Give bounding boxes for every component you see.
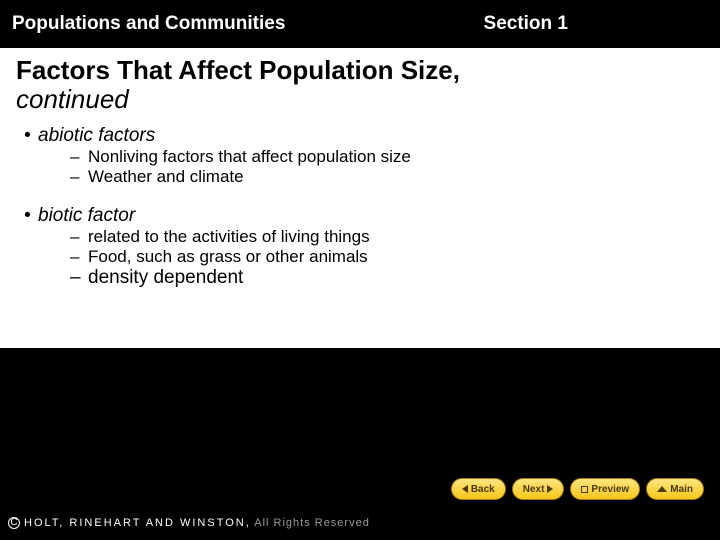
back-button[interactable]: Back bbox=[451, 478, 506, 500]
title-continued: continued bbox=[16, 84, 129, 114]
sub-bullet: –related to the activities of living thi… bbox=[16, 227, 704, 247]
next-button[interactable]: Next bbox=[512, 478, 565, 500]
chapter-title: Populations and Communities bbox=[12, 13, 484, 35]
sub-bullet-text: Nonliving factors that affect population… bbox=[88, 147, 411, 166]
main-button[interactable]: Main bbox=[646, 478, 704, 500]
publisher-name: HOLT, RINEHART AND WINSTON, bbox=[24, 517, 251, 529]
footer-bar: C HOLT, RINEHART AND WINSTON, All Rights… bbox=[0, 506, 720, 540]
home-icon bbox=[657, 486, 667, 492]
copyright-text: HOLT, RINEHART AND WINSTON, All Rights R… bbox=[24, 517, 370, 529]
header-bar: Populations and Communities Section 1 bbox=[0, 0, 720, 48]
bullet-abiotic: •abiotic factors bbox=[16, 125, 704, 147]
preview-button[interactable]: Preview bbox=[570, 478, 640, 500]
main-label: Main bbox=[670, 484, 693, 495]
title-main: Factors That Affect Population Size, bbox=[16, 55, 460, 85]
sub-bullet: –Food, such as grass or other animals bbox=[16, 247, 704, 267]
sub-bullet-text: density dependent bbox=[88, 267, 243, 288]
section-title: Section 1 bbox=[484, 13, 708, 35]
bullet-text: biotic factor bbox=[38, 205, 135, 226]
content-panel: Factors That Affect Population Size, con… bbox=[0, 48, 720, 348]
slide: Populations and Communities Section 1 Fa… bbox=[0, 0, 720, 540]
back-label: Back bbox=[471, 484, 495, 495]
bullet-list: •abiotic factors –Nonliving factors that… bbox=[16, 125, 704, 289]
preview-icon bbox=[581, 486, 588, 493]
bullet-text: abiotic factors bbox=[38, 125, 155, 146]
nav-button-row: Back Next Preview Main bbox=[451, 478, 704, 500]
back-arrow-icon bbox=[462, 485, 468, 493]
sub-bullet-text: Food, such as grass or other animals bbox=[88, 247, 368, 266]
slide-title: Factors That Affect Population Size, con… bbox=[16, 56, 704, 113]
copyright-icon: C bbox=[8, 517, 20, 529]
rights-text: All Rights Reserved bbox=[251, 517, 370, 529]
bullet-biotic: •biotic factor bbox=[16, 205, 704, 227]
sub-bullet: –density dependent bbox=[16, 267, 704, 289]
sub-bullet-text: related to the activities of living thin… bbox=[88, 227, 370, 246]
preview-label: Preview bbox=[591, 484, 629, 495]
next-label: Next bbox=[523, 484, 545, 495]
sub-bullet: –Nonliving factors that affect populatio… bbox=[16, 147, 704, 167]
sub-bullet: –Weather and climate bbox=[16, 167, 704, 187]
next-arrow-icon bbox=[547, 485, 553, 493]
sub-bullet-text: Weather and climate bbox=[88, 167, 244, 186]
